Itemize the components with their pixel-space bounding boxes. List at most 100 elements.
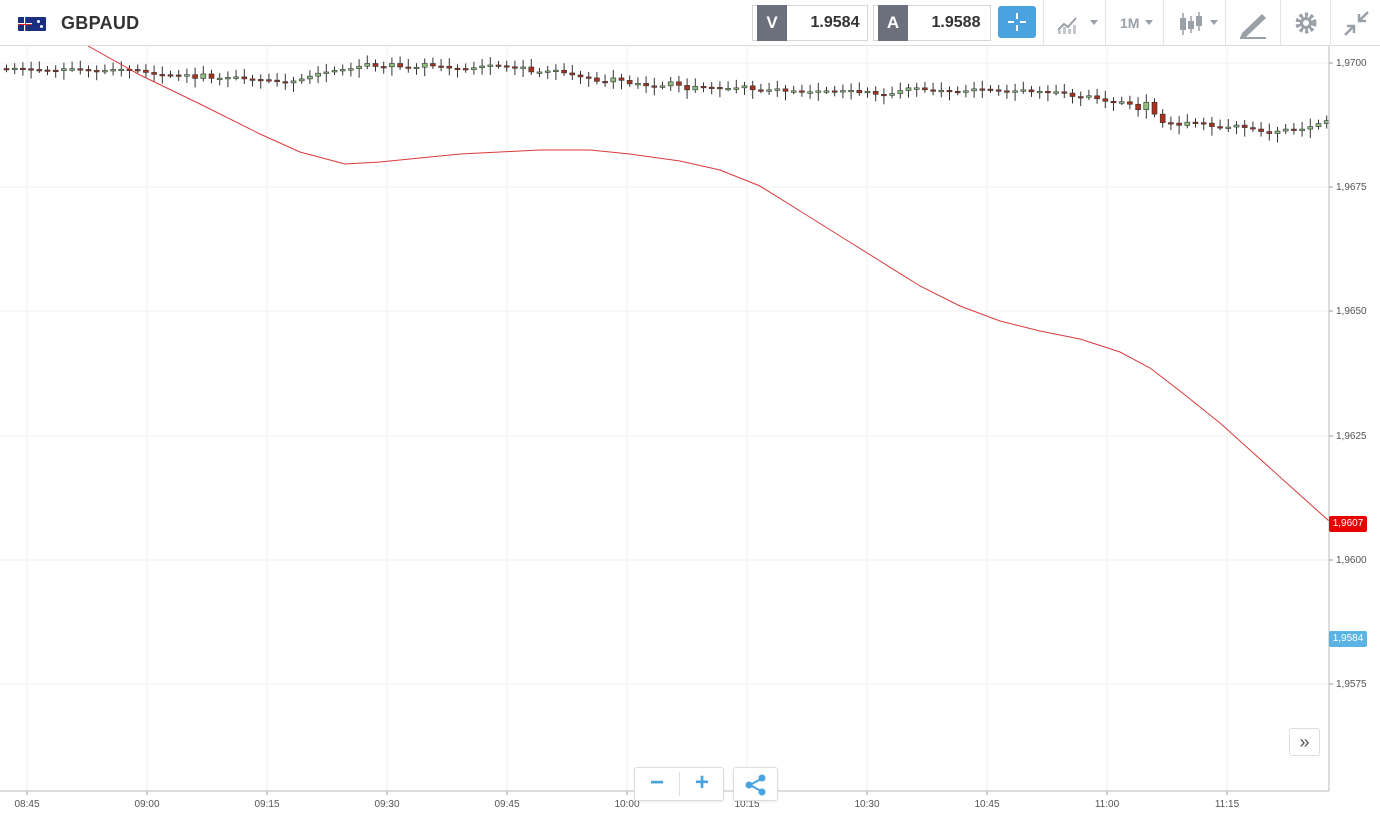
sell-price[interactable]: 1.9584 (810, 14, 860, 31)
candle-body (225, 77, 231, 80)
candle-body (667, 81, 674, 87)
scroll-to-latest-button[interactable]: » (1289, 728, 1320, 756)
candle-body (938, 90, 945, 93)
price-chart[interactable]: 1,9700 1,9675 1,9650 1,9625 1,9600 1,9575 08:4… (0, 46, 1380, 818)
time-axis-label: 10:30 (854, 799, 879, 810)
candle-body (864, 91, 871, 94)
candlestick-series (3, 55, 1330, 143)
candle-body (971, 88, 977, 92)
candle-body (208, 73, 215, 79)
candle-body (741, 85, 748, 89)
candle-body (52, 69, 59, 73)
time-axis-label: 11:00 (1095, 799, 1120, 810)
buy-price[interactable]: 1.9588 (931, 14, 981, 31)
candle-body (36, 69, 43, 72)
candle-body (315, 72, 321, 77)
candle-body (708, 86, 715, 89)
time-axis-label: 08:45 (14, 799, 39, 810)
zoom-out-button[interactable]: − (649, 769, 664, 796)
candle-body (659, 85, 666, 88)
candle-body (594, 77, 600, 82)
candle-body (397, 63, 403, 68)
candle-body (905, 87, 912, 91)
candle-body (1274, 130, 1281, 134)
candle-body (1135, 103, 1141, 110)
candle-body (749, 85, 756, 91)
candle-body (1266, 131, 1273, 134)
candle-body (807, 91, 813, 94)
timeframe-button[interactable]: 1M (1105, 0, 1163, 46)
candle-body (1086, 95, 1092, 98)
draw-tools-button[interactable] (1225, 0, 1280, 46)
candle-body (676, 81, 682, 86)
chevron-down-icon (1090, 20, 1098, 25)
candle-body (1315, 123, 1322, 127)
candle-body (1184, 121, 1191, 126)
zoom-in-button[interactable]: + (694, 769, 709, 796)
chart-type-button[interactable] (1163, 0, 1225, 46)
candle-body (1127, 101, 1133, 105)
time-axis-label: 09:30 (374, 799, 399, 810)
candle-body (192, 74, 198, 79)
candle-body (20, 67, 26, 71)
share-button[interactable] (733, 767, 778, 801)
candle-body (462, 68, 469, 71)
candle-body (848, 90, 854, 93)
candle-body (487, 64, 494, 67)
draw-icon (1240, 14, 1266, 39)
time-axis-label: 09:15 (254, 799, 279, 810)
candle-body (930, 89, 936, 92)
candle-body (454, 67, 461, 71)
current-price-tag: 1,9584 (1329, 631, 1367, 647)
candle-body (389, 63, 395, 68)
crosshair-button[interactable] (998, 6, 1036, 38)
collapse-button[interactable] (1330, 0, 1380, 46)
candle-body (85, 69, 92, 72)
candle-body (356, 65, 362, 70)
zoom-controls: − + (634, 767, 724, 801)
candle-body (1209, 122, 1215, 127)
candle-body (774, 88, 781, 91)
candle-body (913, 87, 920, 90)
buy-label[interactable]: A (878, 5, 908, 41)
candle-body (881, 93, 887, 97)
candle-body (348, 68, 354, 71)
chart-header: GBPAUD V 1.9584 A 1.9588 1M (0, 0, 1380, 46)
time-axis-label: 10:15 (734, 799, 759, 810)
candlestick-icon (1180, 12, 1202, 35)
candle-body (1061, 91, 1068, 94)
sell-label[interactable]: V (757, 5, 787, 41)
candle-body (282, 81, 289, 84)
candle-body (1053, 91, 1059, 94)
indicators-button[interactable] (1043, 0, 1105, 46)
time-axis-label: 09:45 (494, 799, 519, 810)
candle-body (1241, 124, 1248, 128)
candle-body (856, 90, 863, 94)
candle-body (684, 85, 690, 91)
candle-body (758, 89, 764, 92)
candle-body (1192, 121, 1199, 124)
candle-body (692, 86, 699, 91)
candle-body (44, 69, 51, 72)
candle-body (28, 68, 34, 71)
settings-button[interactable] (1280, 0, 1330, 46)
chart-canvas[interactable]: 1,9700 1,9675 1,9650 1,9625 1,9600 1,9575 08:4… (0, 46, 1380, 818)
candle-body (585, 76, 592, 79)
candle-body (1077, 96, 1084, 99)
candle-body (823, 90, 830, 93)
candle-body (200, 73, 207, 79)
candle-body (298, 78, 305, 82)
candle-body (553, 69, 559, 73)
candle-body (577, 74, 584, 78)
candle-body (963, 90, 969, 93)
candle-body (1225, 126, 1232, 129)
collapse-icon (1344, 11, 1369, 36)
candle-body (184, 74, 190, 77)
candle-body (364, 63, 371, 67)
candle-body (1012, 90, 1018, 93)
candle-body (372, 63, 379, 67)
candle-body (1028, 89, 1035, 93)
candle-body (331, 70, 338, 73)
candle-body (626, 80, 633, 85)
crosshair-icon (1008, 13, 1026, 31)
